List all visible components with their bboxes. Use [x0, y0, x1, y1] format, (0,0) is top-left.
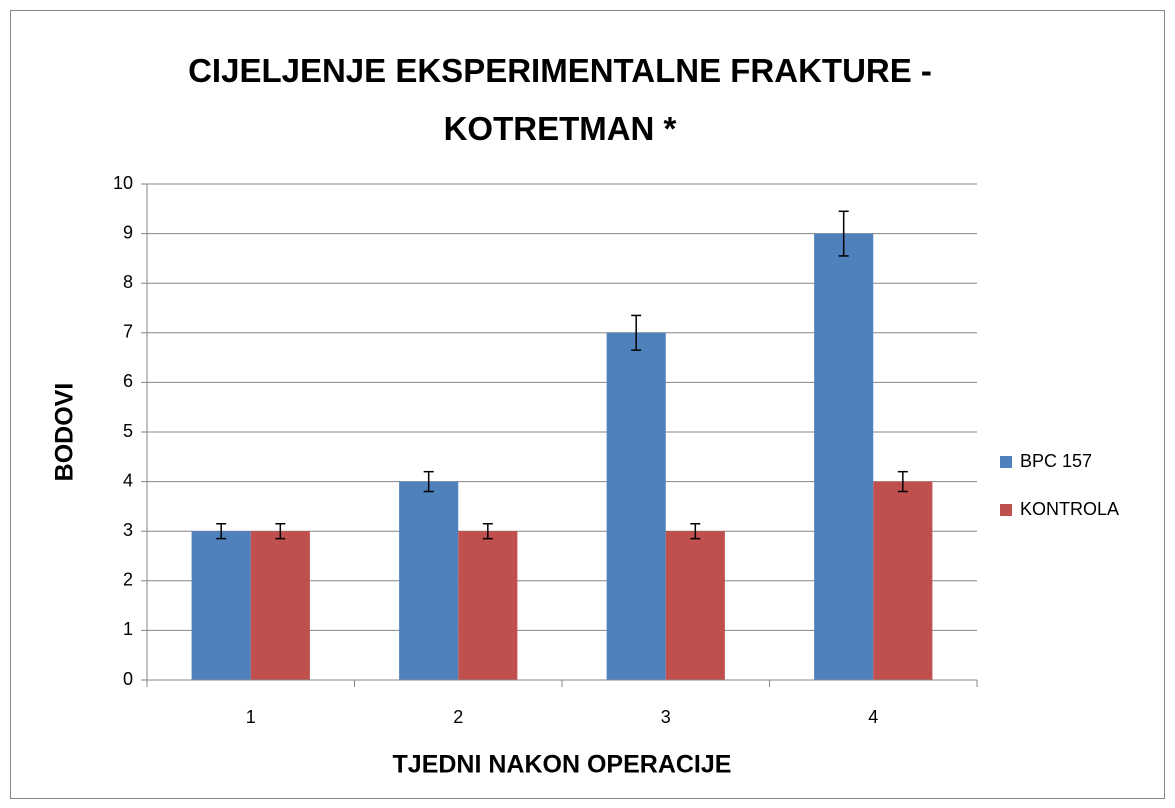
y-tick-label: 6 [123, 371, 133, 391]
bar [399, 481, 459, 680]
legend-label: KONTROLA [1020, 499, 1119, 519]
bar [191, 531, 251, 680]
y-tick-label: 4 [123, 470, 133, 490]
x-tick-label: 2 [453, 707, 463, 727]
bar [606, 332, 666, 680]
legend-label: BPC 157 [1020, 451, 1092, 471]
y-tick-label: 0 [123, 669, 133, 689]
bar [873, 481, 933, 680]
legend-swatch [1000, 456, 1012, 468]
x-tick-label: 4 [868, 707, 878, 727]
y-tick-label: 1 [123, 619, 133, 639]
y-tick-label: 8 [123, 272, 133, 292]
chart-title: CIJELJENJE EKSPERIMENTALNE FRAKTURE - KO… [188, 52, 932, 147]
x-axis-label: TJEDNI NAKON OPERACIJE [393, 751, 732, 779]
bar [814, 233, 874, 680]
y-tick-label: 10 [113, 173, 133, 193]
y-axis-label: BODOVI [51, 383, 79, 482]
bar [665, 531, 725, 680]
y-tick-label: 9 [123, 222, 133, 242]
y-tick-label: 7 [123, 322, 133, 342]
bar [250, 531, 310, 680]
y-tick-label: 2 [123, 570, 133, 590]
y-tick-label: 3 [123, 520, 133, 540]
bar [458, 531, 518, 680]
x-tick-label: 1 [246, 707, 256, 727]
legend-swatch [1000, 504, 1012, 516]
y-tick-label: 5 [123, 421, 133, 441]
x-tick-label: 3 [661, 707, 671, 727]
